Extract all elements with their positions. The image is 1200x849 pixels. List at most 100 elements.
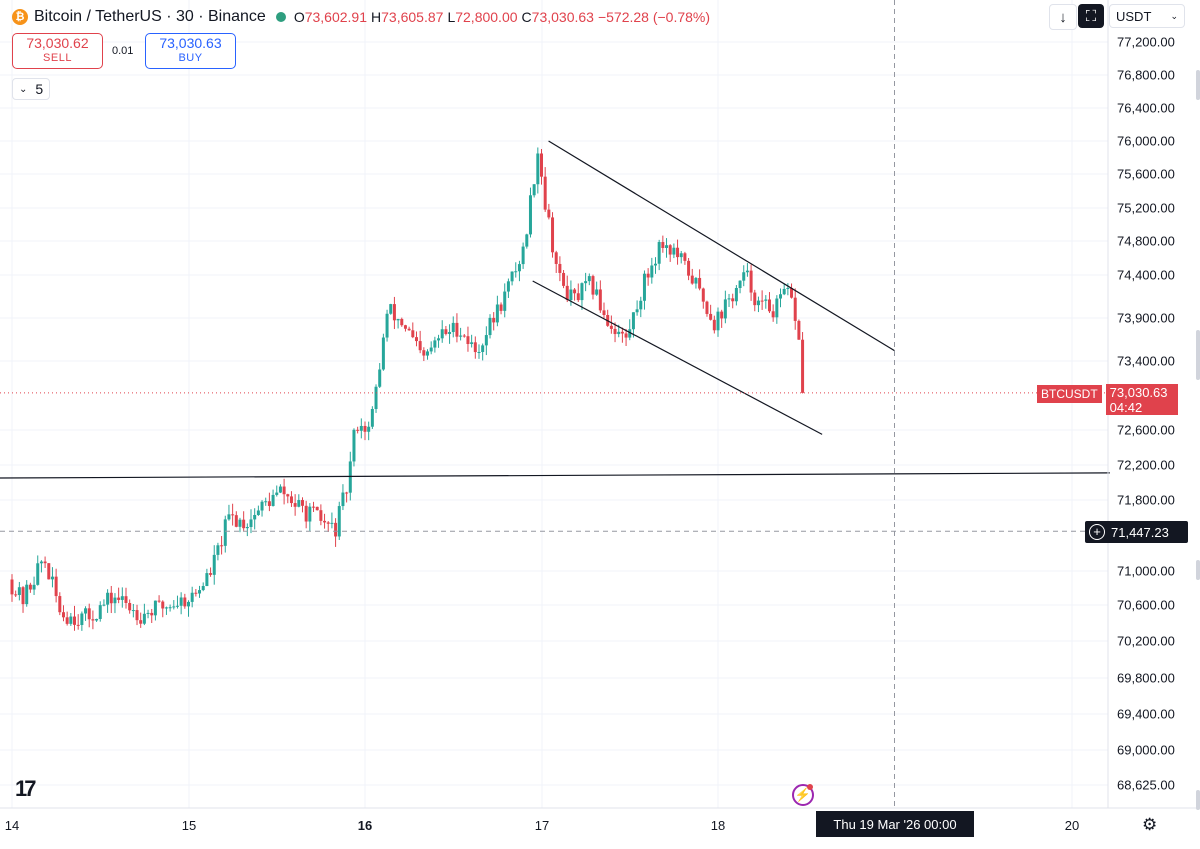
candle-body bbox=[760, 300, 764, 302]
symbol-title[interactable]: Bitcoin / TetherUS · 30 · Binance bbox=[34, 8, 266, 25]
candle-body bbox=[183, 597, 187, 607]
candle-body bbox=[411, 330, 415, 338]
candle-body bbox=[602, 310, 606, 315]
candle-body bbox=[672, 247, 676, 255]
candle-body bbox=[400, 318, 404, 326]
scroll-handle[interactable] bbox=[1196, 70, 1200, 100]
scroll-handle[interactable] bbox=[1196, 330, 1200, 380]
candle-body bbox=[157, 600, 161, 602]
candle-body bbox=[650, 265, 654, 278]
candle-body bbox=[282, 486, 286, 495]
price-tag-price: 73,030.63 bbox=[1109, 385, 1168, 400]
candle-body bbox=[613, 328, 617, 335]
candle-body bbox=[238, 519, 242, 527]
tradingview-logo[interactable]: 17 bbox=[15, 776, 37, 801]
candle-body bbox=[278, 486, 282, 493]
candle-body bbox=[528, 195, 532, 235]
support-line bbox=[0, 472, 1110, 479]
price-axis-label: 72,600.00 bbox=[1117, 422, 1175, 438]
candle-body bbox=[142, 613, 146, 624]
candle-body bbox=[426, 351, 430, 356]
candle-body bbox=[87, 608, 91, 620]
notification-dot bbox=[807, 784, 813, 790]
candle-body bbox=[10, 579, 14, 595]
candle-body bbox=[720, 311, 724, 319]
candle-body bbox=[716, 311, 720, 331]
candle-body bbox=[635, 309, 639, 313]
candle-body bbox=[91, 619, 95, 621]
price-axis-label: 73,400.00 bbox=[1117, 353, 1175, 369]
settings-gear-icon[interactable]: ⚙ bbox=[1142, 815, 1158, 834]
candle-body bbox=[124, 596, 128, 603]
sell-button[interactable]: 73,030.62 SELL bbox=[12, 33, 103, 69]
fullscreen-button[interactable]: ⛶ bbox=[1078, 4, 1104, 28]
add-alert-icon[interactable]: + bbox=[1089, 524, 1105, 540]
candle-body bbox=[756, 300, 760, 306]
candle-body bbox=[683, 253, 687, 261]
channel-upper-trendline bbox=[548, 140, 895, 352]
price-axis-label: 74,400.00 bbox=[1117, 267, 1175, 283]
candle-body bbox=[690, 275, 694, 284]
candle-body bbox=[297, 500, 301, 507]
candle-body bbox=[61, 612, 65, 618]
scroll-handle[interactable] bbox=[1196, 790, 1200, 810]
candle-body bbox=[698, 277, 702, 289]
crosshair-price-tag[interactable]: + 71,447.23 bbox=[1085, 521, 1188, 543]
candle-body bbox=[264, 501, 268, 503]
candle-body bbox=[98, 605, 102, 619]
price-tag-symbol: BTCUSDT bbox=[1037, 385, 1102, 403]
candle-body bbox=[128, 602, 132, 611]
candle-body bbox=[150, 612, 154, 616]
currency-select[interactable]: USDT ⌄ bbox=[1109, 4, 1185, 28]
candle-body bbox=[300, 500, 304, 506]
candle-body bbox=[587, 276, 591, 282]
candle-body bbox=[628, 329, 632, 338]
candle-body bbox=[359, 425, 363, 431]
candle-body bbox=[164, 607, 168, 609]
candle-body bbox=[135, 610, 139, 621]
candle-body bbox=[484, 335, 488, 346]
drawings[interactable] bbox=[0, 0, 1110, 808]
candle-body bbox=[337, 506, 341, 537]
candle-body bbox=[492, 317, 496, 323]
candle-body bbox=[220, 545, 224, 547]
candle-body bbox=[668, 245, 672, 255]
candle-body bbox=[547, 209, 551, 218]
candle-body bbox=[73, 616, 77, 625]
candle-body bbox=[231, 514, 235, 516]
candle-body bbox=[753, 292, 757, 306]
scroll-handle[interactable] bbox=[1196, 560, 1200, 580]
candle-body bbox=[591, 276, 595, 295]
candle-body bbox=[39, 561, 43, 564]
low-label: L bbox=[447, 9, 456, 25]
candle-body bbox=[113, 597, 117, 604]
candle-body bbox=[253, 514, 257, 520]
candle-body bbox=[326, 522, 330, 524]
download-button[interactable]: ↓ bbox=[1049, 4, 1077, 30]
candle-body bbox=[646, 273, 650, 278]
candle-body bbox=[573, 289, 577, 294]
candle-body bbox=[223, 519, 227, 546]
candle-body bbox=[687, 260, 691, 276]
candle-body bbox=[624, 333, 628, 338]
candle-body bbox=[731, 298, 735, 302]
candle-body bbox=[17, 587, 21, 595]
candle-body bbox=[245, 526, 249, 529]
spread-value: 0.01 bbox=[112, 45, 134, 57]
candle-body bbox=[308, 506, 312, 522]
indicator-toggle[interactable]: ⌄ 5 bbox=[12, 78, 51, 100]
candle-body bbox=[102, 604, 106, 606]
price-axis-label: 76,800.00 bbox=[1117, 67, 1175, 83]
candle-body bbox=[723, 299, 727, 319]
price-axis-label: 76,000.00 bbox=[1117, 133, 1175, 149]
flash-icon[interactable]: ⚡ bbox=[792, 784, 814, 806]
candle-body bbox=[414, 337, 418, 342]
candle-body bbox=[25, 584, 29, 605]
candle-body bbox=[120, 596, 124, 600]
candle-body bbox=[503, 291, 507, 311]
buy-button[interactable]: 73,030.63 BUY bbox=[145, 33, 236, 69]
price-axis-label: 76,400.00 bbox=[1117, 100, 1175, 116]
candle-body bbox=[793, 297, 797, 321]
candle-body bbox=[36, 563, 40, 585]
